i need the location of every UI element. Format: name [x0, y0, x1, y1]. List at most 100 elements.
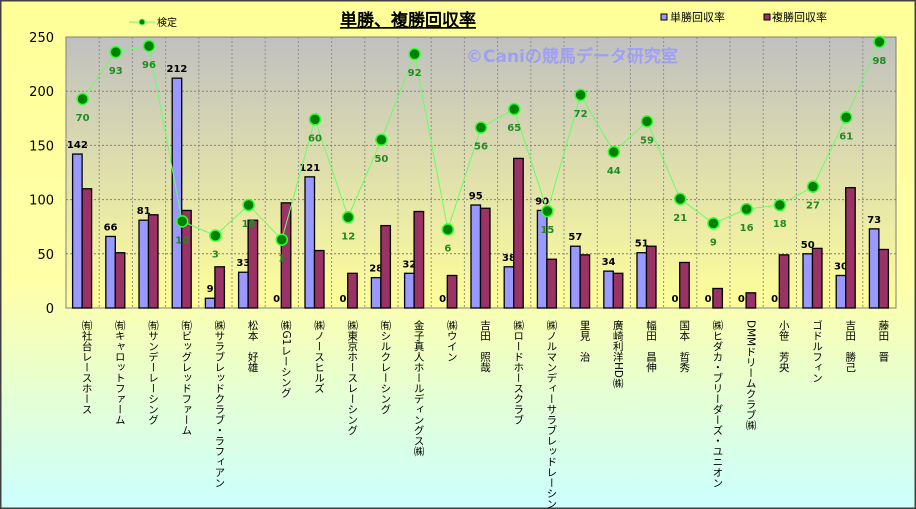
line-data-label: 18 [242, 219, 256, 230]
bar-place [114, 252, 126, 309]
legend-label-place: 複勝回収率 [772, 10, 827, 24]
bar-place [645, 245, 657, 309]
x-tick-label: ㈱ヒダカ・ブリーダーズ・ユニオン [711, 320, 723, 488]
bar-data-label: 0 [671, 294, 678, 305]
bar-data-label: 212 [167, 64, 188, 75]
y-tick-label: 250 [29, 31, 54, 46]
bar-win [204, 297, 216, 309]
bar-place [811, 247, 823, 309]
bar-data-label: 9 [207, 284, 214, 295]
line-marker [76, 92, 89, 106]
bar-data-label: 57 [568, 232, 582, 243]
line-marker [740, 202, 753, 216]
line-marker [607, 145, 621, 159]
line-marker [541, 204, 554, 218]
line-marker [806, 180, 820, 193]
bar-place [280, 202, 292, 309]
bar-data-label: 38 [502, 253, 516, 264]
line-data-label: 21 [673, 213, 687, 224]
bar-win [138, 219, 150, 309]
bar-data-label: 142 [67, 140, 88, 151]
bar-win [802, 253, 814, 309]
line-data-label: 9 [710, 237, 717, 248]
line-data-label: 60 [308, 133, 322, 144]
bar-win [370, 276, 382, 309]
bar-data-label: 66 [104, 222, 118, 233]
line-data-label: 59 [640, 135, 654, 146]
line-marker [408, 47, 421, 61]
bar-data-label: 30 [834, 261, 848, 272]
bar-place [579, 254, 591, 309]
bar-place [81, 188, 93, 309]
line-marker [640, 115, 654, 128]
bar-data-label: 121 [299, 163, 320, 174]
x-tick-label: ㈱ノルマンディーサラブレッドレーシング [545, 320, 557, 509]
bar-data-label: 0 [771, 294, 778, 305]
bar-win [105, 235, 116, 309]
line-data-label: 12 [341, 231, 355, 242]
bar-win [304, 176, 316, 309]
line-data-label: 10 [175, 235, 189, 246]
legend-swatch-win [660, 13, 668, 21]
bar-win [71, 153, 83, 309]
line-data-label: 6 [444, 243, 451, 254]
line-data-label: 72 [574, 109, 588, 120]
bar-win [569, 245, 581, 309]
x-tick-label: ㈲ビッグレッドファーム [180, 320, 192, 436]
bar-place [546, 258, 558, 309]
x-tick-label: 金子真人ホールディングス㈱ [413, 319, 425, 456]
line-marker [242, 198, 255, 212]
bar-data-label: 0 [273, 294, 280, 305]
x-tick-label: DMMドリームクラブ㈱ [745, 320, 757, 430]
bar-place [612, 272, 624, 309]
watermark: ©Caniの競馬データ研究室 [466, 46, 678, 67]
bar-place [679, 261, 690, 309]
line-data-label: 1 [278, 254, 285, 265]
line-marker [275, 233, 289, 246]
bar-win [403, 272, 415, 309]
line-data-label: 15 [540, 225, 554, 236]
y-tick-label: 50 [37, 248, 54, 263]
legend-label-win: 単勝回収率 [670, 10, 725, 24]
line-marker [375, 133, 388, 147]
bar-data-label: 95 [469, 191, 483, 202]
line-marker [839, 111, 853, 124]
x-tick-label: 松本 好雄 [247, 319, 259, 373]
bar-place [147, 214, 159, 309]
x-tick-label: ㈱ウイン [446, 320, 458, 362]
x-tick-label: ㈱東京ホースレーシング [346, 320, 358, 436]
bar-win [835, 274, 847, 309]
line-data-label: 92 [408, 68, 422, 79]
x-tick-label: 国本 哲秀 [678, 320, 690, 373]
x-tick-label: ㈱サラブレッドクラブ・ラフィアン [213, 320, 225, 488]
bar-data-label: 0 [439, 294, 446, 305]
legend-swatch-place [763, 13, 771, 21]
bar-place [878, 248, 890, 309]
line-data-label: 44 [607, 166, 621, 177]
bar-place [712, 287, 724, 309]
x-tick-label: 小笹 芳央 [778, 320, 790, 373]
bar-win [503, 266, 515, 309]
line-data-label: 56 [474, 142, 488, 153]
line-marker [707, 217, 720, 230]
y-tick-label: 0 [46, 302, 54, 317]
bar-win [868, 228, 880, 309]
line-data-label: 61 [839, 131, 853, 142]
y-tick-label: 150 [29, 139, 54, 154]
bar-place [479, 207, 491, 309]
line-marker [109, 45, 123, 59]
x-tick-label: ㈲キャロットファーム [114, 320, 126, 425]
x-tick-label: ㈲シルクレーシング [379, 320, 391, 415]
line-data-label: 93 [109, 66, 123, 77]
x-tick-label: ㈱G1レーシング [280, 320, 292, 398]
line-marker [175, 215, 189, 228]
bar-place [745, 292, 757, 309]
chart-title: 単勝、複勝回収率 [340, 10, 476, 31]
bar-data-label: 33 [236, 258, 250, 269]
line-marker [507, 102, 521, 116]
x-tick-label: 里見 治 [579, 320, 591, 363]
x-tick-label: ゴドルフィン [811, 319, 823, 383]
bar-win [636, 252, 648, 309]
